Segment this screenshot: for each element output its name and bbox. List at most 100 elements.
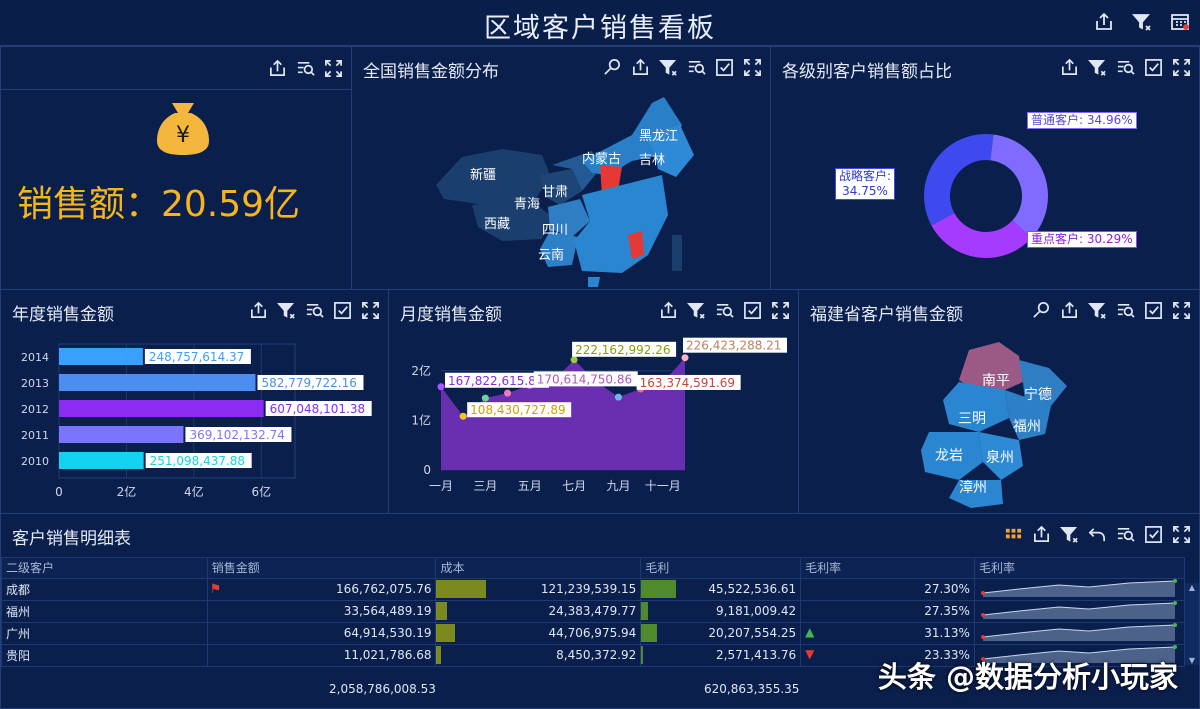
data-label-bg xyxy=(265,401,372,416)
fullscreen-icon[interactable] xyxy=(743,58,762,77)
search-filter-icon[interactable] xyxy=(305,301,324,320)
map-label-qinghai: 青海 xyxy=(514,197,541,212)
search-filter-icon[interactable] xyxy=(687,58,706,77)
fujian-map[interactable] xyxy=(919,340,1079,510)
cell-cost: 24,383,479.77 xyxy=(435,599,642,623)
data-label: 248,757,614.37 xyxy=(149,350,244,364)
fullscreen-icon[interactable] xyxy=(361,301,380,320)
profit-value: 9,181,009.42 xyxy=(716,604,797,618)
total-sales: 2,058,786,008.53 xyxy=(329,682,436,696)
filter-clear-icon[interactable] xyxy=(659,58,678,77)
fullscreen-icon[interactable] xyxy=(771,301,790,320)
fullscreen-icon[interactable] xyxy=(1172,301,1191,320)
filter-clear-icon[interactable] xyxy=(687,301,706,320)
sparkline-area xyxy=(982,580,1175,597)
cell-sales: ⚑ 166,762,075.76 xyxy=(206,577,437,601)
header-profit[interactable]: 毛利 xyxy=(640,557,802,579)
export-icon[interactable] xyxy=(631,58,650,77)
map-label-xinjiang: 新疆 xyxy=(470,168,497,183)
checkbox-icon[interactable] xyxy=(333,301,352,320)
table-row[interactable]: 贵阳 11,021,786.68 8,450,372.92 2,571,413.76 ▼… xyxy=(1,643,1186,667)
search-icon[interactable] xyxy=(1032,301,1051,320)
cell-customer: 成都 xyxy=(1,577,208,601)
search-filter-icon[interactable] xyxy=(1116,58,1135,77)
checkbox-icon[interactable] xyxy=(1144,525,1163,544)
checkbox-icon[interactable] xyxy=(1144,301,1163,320)
arrow-up-icon: ▲ xyxy=(805,624,815,639)
data-label-bg xyxy=(445,372,549,388)
search-filter-icon[interactable] xyxy=(296,59,315,78)
export-icon[interactable] xyxy=(268,59,287,78)
data-label-bg xyxy=(144,349,251,364)
checkbox-icon[interactable] xyxy=(743,301,762,320)
donut-chart[interactable] xyxy=(921,131,1051,261)
x-tick-label: 一月 xyxy=(429,479,453,493)
cell-cost: 44,706,975.94 xyxy=(435,621,642,645)
sales-value: 11,021,786.68 xyxy=(343,648,432,662)
table-row[interactable]: 成都 ⚑ 166,762,075.76 121,239,539.15 45,522,53… xyxy=(1,577,1186,601)
export-icon[interactable] xyxy=(249,301,268,320)
donut-title: 各级别客户销售额占比 xyxy=(782,62,952,82)
grid-icon[interactable] xyxy=(1004,525,1023,544)
data-label-bg xyxy=(683,337,787,353)
cost-value: 24,383,479.77 xyxy=(548,604,637,618)
filter-clear-icon[interactable] xyxy=(1088,301,1107,320)
fullscreen-icon[interactable] xyxy=(324,59,343,78)
header-customer[interactable]: 二级客户 xyxy=(1,557,208,579)
annual-bar-chart[interactable]: 0 2亿 4亿 6亿 2014 248,757,614.37 2013 582,779,722… xyxy=(1,338,390,498)
y-tick-label: 2亿 xyxy=(411,363,431,378)
export-icon[interactable] xyxy=(659,301,678,320)
x-tick-label: 五月 xyxy=(518,479,542,493)
header-sales[interactable]: 销售金额 xyxy=(206,557,437,579)
fullscreen-icon[interactable] xyxy=(1172,525,1191,544)
bar-2010 xyxy=(59,452,144,469)
table-scrollbar[interactable]: ▲ ▼ xyxy=(1185,583,1199,665)
watermark: 头条 @数据分析小玩家 xyxy=(877,660,1178,694)
cell-cost: 8,450,372.92 xyxy=(435,643,642,667)
sales-total-label: 销售额：20.59亿 xyxy=(17,184,301,225)
filter-clear-icon[interactable] xyxy=(1060,525,1079,544)
sparkline-min xyxy=(980,634,985,639)
data-label: 607,048,101.38 xyxy=(270,402,365,416)
sparkline xyxy=(980,600,1177,619)
filter-clear-icon[interactable] xyxy=(1088,58,1107,77)
china-map[interactable] xyxy=(432,95,702,287)
checkbox-icon[interactable] xyxy=(1144,58,1163,77)
header-margin-trend[interactable]: 毛利率 xyxy=(973,557,1186,579)
header-cost[interactable]: 成本 xyxy=(435,557,642,579)
kpi-panel: ¥ 销售额：20.59亿 xyxy=(0,46,353,290)
undo-icon[interactable] xyxy=(1088,525,1107,544)
export-icon[interactable] xyxy=(1060,301,1079,320)
search-filter-icon[interactable] xyxy=(1116,525,1135,544)
monthly-area-chart[interactable]: 0 1亿 2亿 167,822,615.80 108,430,727.89 170,614… xyxy=(389,334,800,504)
margin-value: 31.13% xyxy=(924,626,970,640)
export-icon[interactable] xyxy=(1094,12,1114,32)
table-row[interactable]: 福州 33,564,489.19 24,383,479.77 9,181,009.42… xyxy=(1,599,1186,623)
fullscreen-icon[interactable] xyxy=(1172,58,1191,77)
table-row[interactable]: 广州 64,914,530.19 44,706,975.94 20,207,554.2… xyxy=(1,621,1186,645)
cell-margin: ▼ 23.33% xyxy=(800,643,975,667)
checkbox-icon[interactable] xyxy=(715,58,734,77)
header-margin[interactable]: 毛利率 xyxy=(800,557,975,579)
sparkline-min xyxy=(980,590,985,595)
filter-clear-icon[interactable] xyxy=(277,301,296,320)
sparkline xyxy=(980,578,1177,597)
data-point xyxy=(459,412,467,420)
data-point xyxy=(504,389,512,397)
export-icon[interactable] xyxy=(1032,525,1051,544)
cell-profit: 9,181,009.42 xyxy=(640,599,802,623)
calendar-icon[interactable] xyxy=(1170,12,1190,32)
cost-bar xyxy=(436,601,447,620)
bar-2012 xyxy=(59,400,264,417)
profit-bar xyxy=(641,645,643,664)
filter-clear-icon[interactable] xyxy=(1132,12,1152,32)
export-icon[interactable] xyxy=(1060,58,1079,77)
search-filter-icon[interactable] xyxy=(1116,301,1135,320)
search-icon[interactable] xyxy=(603,58,622,77)
data-point xyxy=(614,393,622,401)
x-tick-label: 十一月 xyxy=(645,479,681,493)
search-filter-icon[interactable] xyxy=(715,301,734,320)
cell-customer: 广州 xyxy=(1,621,208,645)
cell-profit: 45,522,536.61 xyxy=(640,577,802,601)
sales-value: 166,762,075.76 xyxy=(336,582,432,596)
